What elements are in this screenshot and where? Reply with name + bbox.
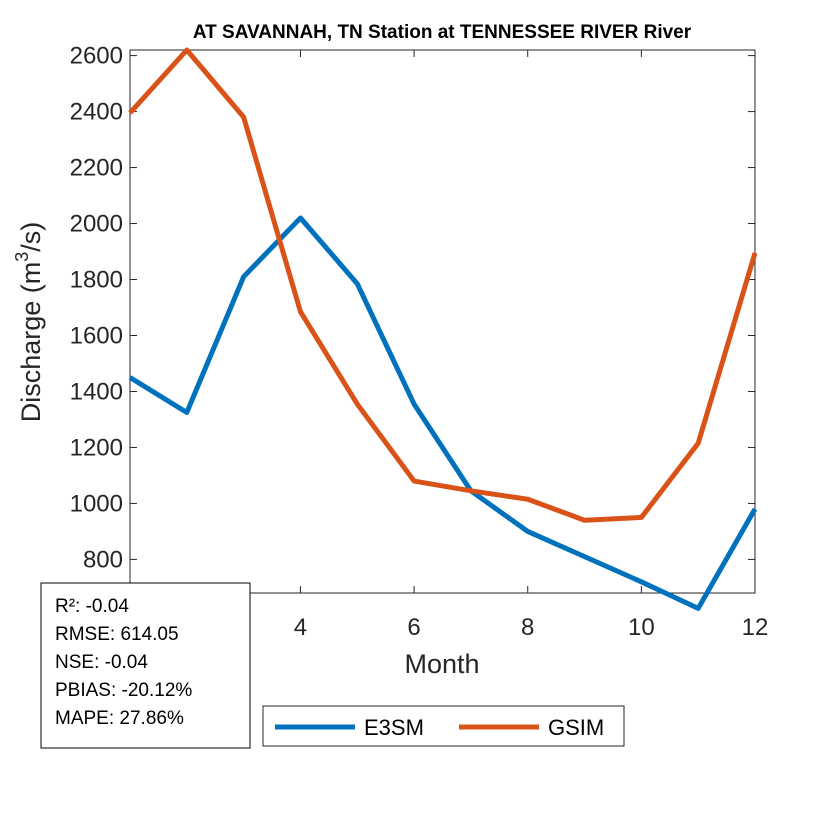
y-axis-label-main: Discharge (m	[16, 262, 46, 423]
stats-box: R²: -0.04 RMSE: 614.05 NSE: -0.04 PBIAS:…	[40, 582, 251, 749]
chart-title: AT SAVANNAH, TN Station at TENNESSEE RIV…	[193, 22, 692, 43]
y-tick-label: 2400	[70, 99, 123, 126]
x-tick-label: 8	[521, 614, 534, 641]
y-axis-label-unit: /s)	[16, 222, 46, 252]
y-axis-label-superscript: 3	[12, 252, 32, 262]
x-axis-ticks: 4 6 8 10 12	[294, 50, 769, 641]
y-tick-label: 1200	[70, 434, 123, 461]
y-tick-label: 2200	[70, 155, 123, 182]
x-tick-label: 6	[407, 614, 420, 641]
series-layer	[128, 47, 758, 611]
y-tick-label: 1000	[70, 490, 123, 517]
y-tick-label: 2000	[70, 211, 123, 238]
y-tick-label: 800	[83, 546, 123, 573]
y-tick-label: 1800	[70, 267, 123, 294]
stat-r2: R²: -0.04	[55, 596, 129, 617]
x-tick-label: 10	[628, 614, 655, 641]
stat-mape: MAPE: 27.86%	[55, 708, 184, 729]
x-axis-label: Month	[404, 649, 479, 679]
series-line-gsim	[128, 47, 758, 523]
x-tick-label: 4	[294, 614, 307, 641]
legend: E3SM GSIM	[262, 705, 625, 747]
legend-label-e3sm: E3SM	[364, 715, 424, 740]
series-line-e3sm	[128, 215, 758, 611]
y-axis-label: Discharge (m3/s)	[12, 222, 46, 423]
y-tick-label: 1400	[70, 378, 123, 405]
legend-label-gsim: GSIM	[548, 715, 604, 740]
y-tick-label: 2600	[70, 43, 123, 70]
stats-box-frame	[40, 582, 251, 749]
stat-nse: NSE: -0.04	[55, 652, 148, 673]
y-tick-label: 1600	[70, 322, 123, 349]
x-tick-label: 12	[742, 614, 769, 641]
stat-pbias: PBIAS: -20.12%	[55, 680, 192, 701]
y-axis-ticks: 800 1000 1200 1400 1600 1800 2000 2200 2400 2600	[70, 43, 755, 573]
stat-rmse: RMSE: 614.05	[55, 624, 179, 645]
